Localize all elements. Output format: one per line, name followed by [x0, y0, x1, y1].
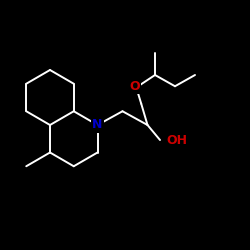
Text: N: N	[92, 118, 103, 132]
Text: OH: OH	[166, 134, 187, 146]
Text: O: O	[130, 80, 140, 93]
